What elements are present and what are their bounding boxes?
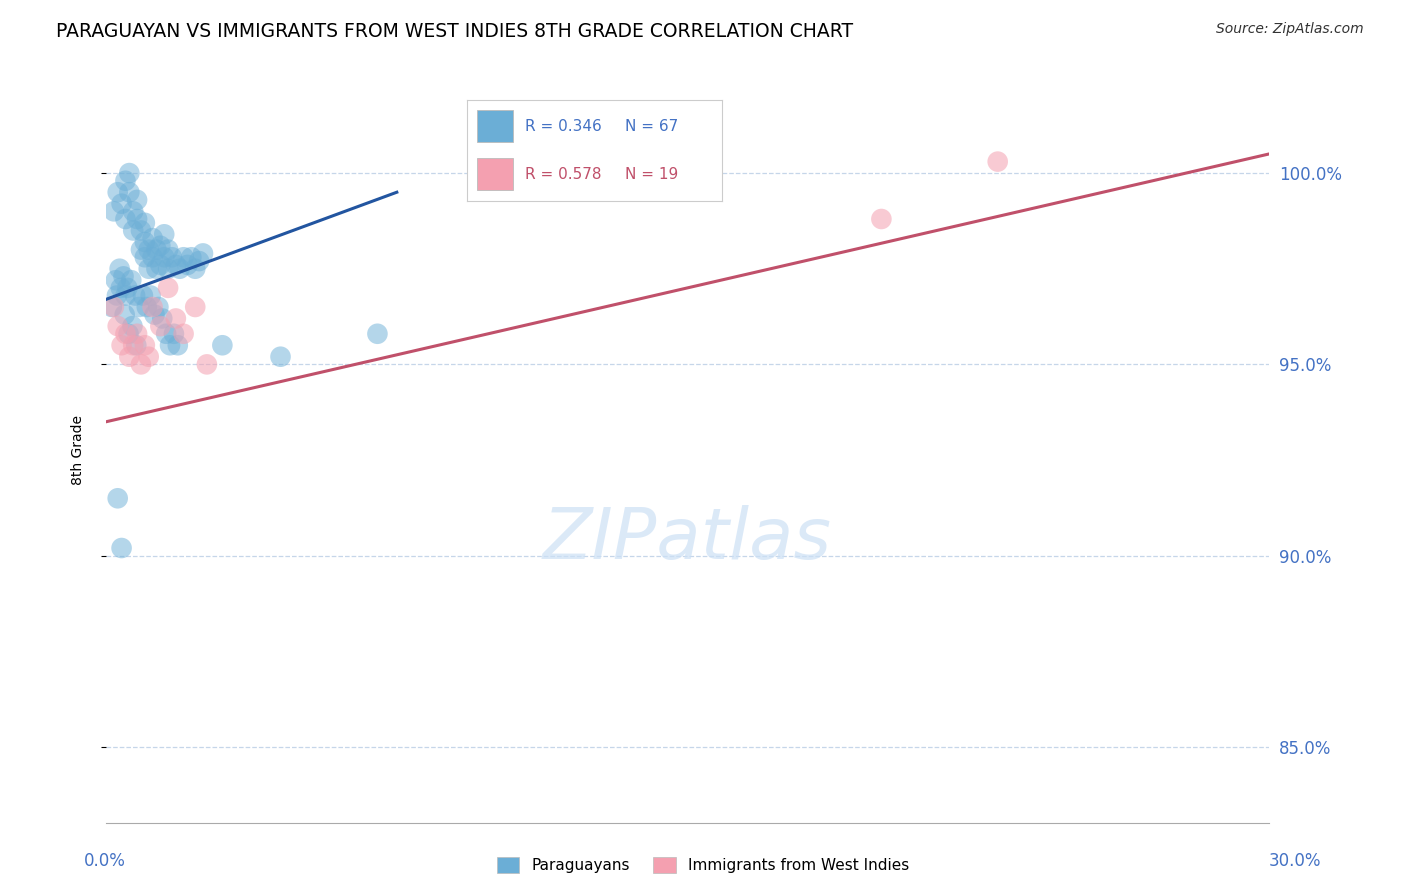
Point — [134, 216, 156, 230]
Point — [142, 300, 165, 314]
Point — [118, 185, 141, 199]
Point — [120, 273, 142, 287]
Point — [110, 541, 132, 555]
Point — [987, 154, 1010, 169]
Point — [117, 281, 139, 295]
Point — [870, 212, 893, 227]
Point — [143, 308, 166, 322]
Text: PARAGUAYAN VS IMMIGRANTS FROM WEST INDIES 8TH GRADE CORRELATION CHART: PARAGUAYAN VS IMMIGRANTS FROM WEST INDIE… — [56, 22, 853, 41]
Point — [107, 319, 129, 334]
Point — [153, 227, 176, 242]
Point — [107, 185, 129, 199]
Point — [114, 308, 136, 322]
Point — [124, 288, 146, 302]
Point — [104, 273, 127, 287]
Point — [173, 250, 195, 264]
Point — [122, 223, 145, 237]
Point — [366, 326, 388, 341]
Point — [107, 491, 129, 506]
Point — [211, 338, 233, 352]
Point — [165, 311, 187, 326]
Point — [134, 235, 156, 249]
Point — [127, 212, 149, 227]
Point — [114, 212, 136, 227]
Point — [103, 300, 125, 314]
Point — [149, 239, 172, 253]
Point — [160, 250, 183, 264]
Point — [157, 261, 180, 276]
Point — [117, 326, 139, 341]
Point — [165, 258, 187, 272]
Point — [129, 357, 152, 371]
Point — [101, 300, 124, 314]
Point — [114, 326, 136, 341]
Point — [153, 250, 176, 264]
Text: ZIPatlas: ZIPatlas — [543, 506, 832, 574]
Point — [159, 338, 181, 352]
Point — [149, 258, 172, 272]
Point — [150, 311, 173, 326]
Point — [270, 350, 292, 364]
Point — [125, 338, 148, 352]
Point — [166, 338, 188, 352]
Point — [110, 281, 132, 295]
Point — [195, 357, 218, 371]
Text: Source: ZipAtlas.com: Source: ZipAtlas.com — [1216, 22, 1364, 37]
Y-axis label: 8th Grade: 8th Grade — [72, 416, 86, 485]
Point — [118, 350, 141, 364]
Point — [173, 326, 195, 341]
Point — [132, 288, 155, 302]
Point — [138, 350, 160, 364]
Point — [110, 338, 132, 352]
Point — [138, 261, 160, 276]
Point — [145, 243, 167, 257]
Point — [145, 261, 167, 276]
Point — [139, 288, 162, 302]
Point — [114, 288, 136, 302]
Point — [122, 204, 145, 219]
Text: 30.0%: 30.0% — [1270, 852, 1322, 870]
Point — [118, 166, 141, 180]
Point — [176, 258, 198, 272]
Point — [184, 261, 207, 276]
Point — [127, 326, 149, 341]
Point — [134, 338, 156, 352]
Point — [155, 326, 177, 341]
Point — [135, 300, 157, 314]
Point — [110, 196, 132, 211]
Point — [105, 288, 128, 302]
Legend: Paraguayans, Immigrants from West Indies: Paraguayans, Immigrants from West Indies — [489, 849, 917, 881]
Point — [149, 319, 172, 334]
Point — [157, 281, 180, 295]
Point — [127, 193, 149, 207]
Point — [122, 338, 145, 352]
Point — [129, 223, 152, 237]
Point — [142, 250, 165, 264]
Point — [112, 269, 135, 284]
Point — [184, 300, 207, 314]
Point — [163, 326, 186, 341]
Point — [128, 300, 150, 314]
Point — [134, 250, 156, 264]
Point — [129, 243, 152, 257]
Point — [148, 300, 170, 314]
Point — [188, 254, 211, 268]
Point — [180, 250, 202, 264]
Point — [157, 243, 180, 257]
Point — [142, 231, 165, 245]
Point — [121, 319, 143, 334]
Point — [191, 246, 214, 260]
Point — [114, 174, 136, 188]
Point — [138, 243, 160, 257]
Text: 0.0%: 0.0% — [84, 852, 127, 870]
Point — [103, 204, 125, 219]
Point — [108, 261, 131, 276]
Point — [169, 261, 191, 276]
